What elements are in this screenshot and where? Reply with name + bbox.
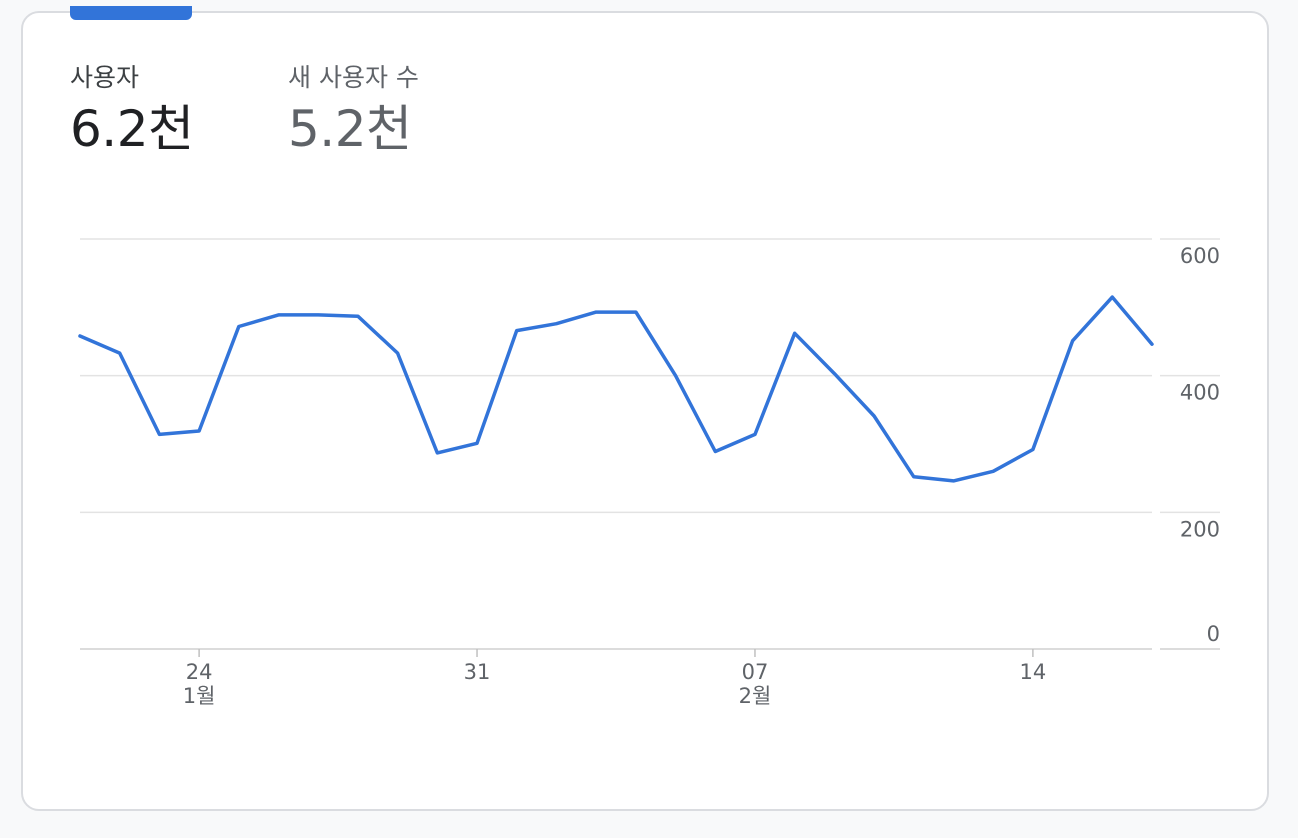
data-point-25 <box>1071 339 1075 343</box>
data-point-24 <box>1031 447 1035 451</box>
data-point-18 <box>793 331 797 335</box>
y-tick-label-200: 200 <box>1180 517 1220 541</box>
data-point-9 <box>435 451 439 455</box>
chart-series <box>78 295 1154 483</box>
data-point-7 <box>356 314 360 318</box>
data-point-13 <box>594 310 598 314</box>
data-point-1 <box>118 351 122 355</box>
data-point-4 <box>237 324 241 328</box>
data-point-15 <box>674 374 678 378</box>
data-point-21 <box>912 475 916 479</box>
data-point-8 <box>396 351 400 355</box>
data-point-11 <box>515 329 519 333</box>
data-point-3 <box>197 429 201 433</box>
data-point-2 <box>157 432 161 436</box>
chart-gridlines <box>80 238 1220 650</box>
data-point-14 <box>634 310 638 314</box>
new-users-label: 새 사용자 수 <box>288 63 419 92</box>
y-tick-label-600: 600 <box>1180 244 1220 268</box>
data-point-22 <box>951 479 955 483</box>
x-tick-label-07: 07 <box>742 660 769 684</box>
data-point-0 <box>78 334 82 338</box>
data-point-10 <box>475 441 479 445</box>
data-point-6 <box>316 313 320 317</box>
y-tick-label-400: 400 <box>1180 381 1220 405</box>
metric-tab-new-users[interactable]: 새 사용자 수 5.2천 <box>288 62 419 160</box>
data-point-17 <box>753 432 757 436</box>
data-point-16 <box>713 450 717 454</box>
x-tick-sublabel-2: 2월 <box>739 684 772 708</box>
metric-tab-users[interactable]: 사용자 6.2천 <box>70 62 194 160</box>
data-point-5 <box>277 313 281 317</box>
x-tick-label-14: 14 <box>1020 660 1047 684</box>
users-card <box>21 11 1269 811</box>
data-point-26 <box>1110 295 1114 299</box>
y-tick-label-0: 0 <box>1207 622 1220 646</box>
y-axis-ticks: 600 400 200 0 <box>1180 244 1220 646</box>
data-point-23 <box>991 469 995 473</box>
x-tick-sublabel-0: 1월 <box>183 684 216 708</box>
data-point-27 <box>1150 342 1154 346</box>
users-label: 사용자 <box>70 63 140 92</box>
series-line-users <box>78 295 1154 483</box>
data-point-12 <box>554 322 558 326</box>
x-tick-label-24: 24 <box>186 660 213 684</box>
x-tick-label-31: 31 <box>464 660 491 684</box>
users-value: 6.2천 <box>70 100 194 158</box>
active-tab-indicator <box>70 6 192 20</box>
data-point-19 <box>832 372 836 376</box>
new-users-value: 5.2천 <box>288 100 412 158</box>
data-point-20 <box>872 414 876 418</box>
